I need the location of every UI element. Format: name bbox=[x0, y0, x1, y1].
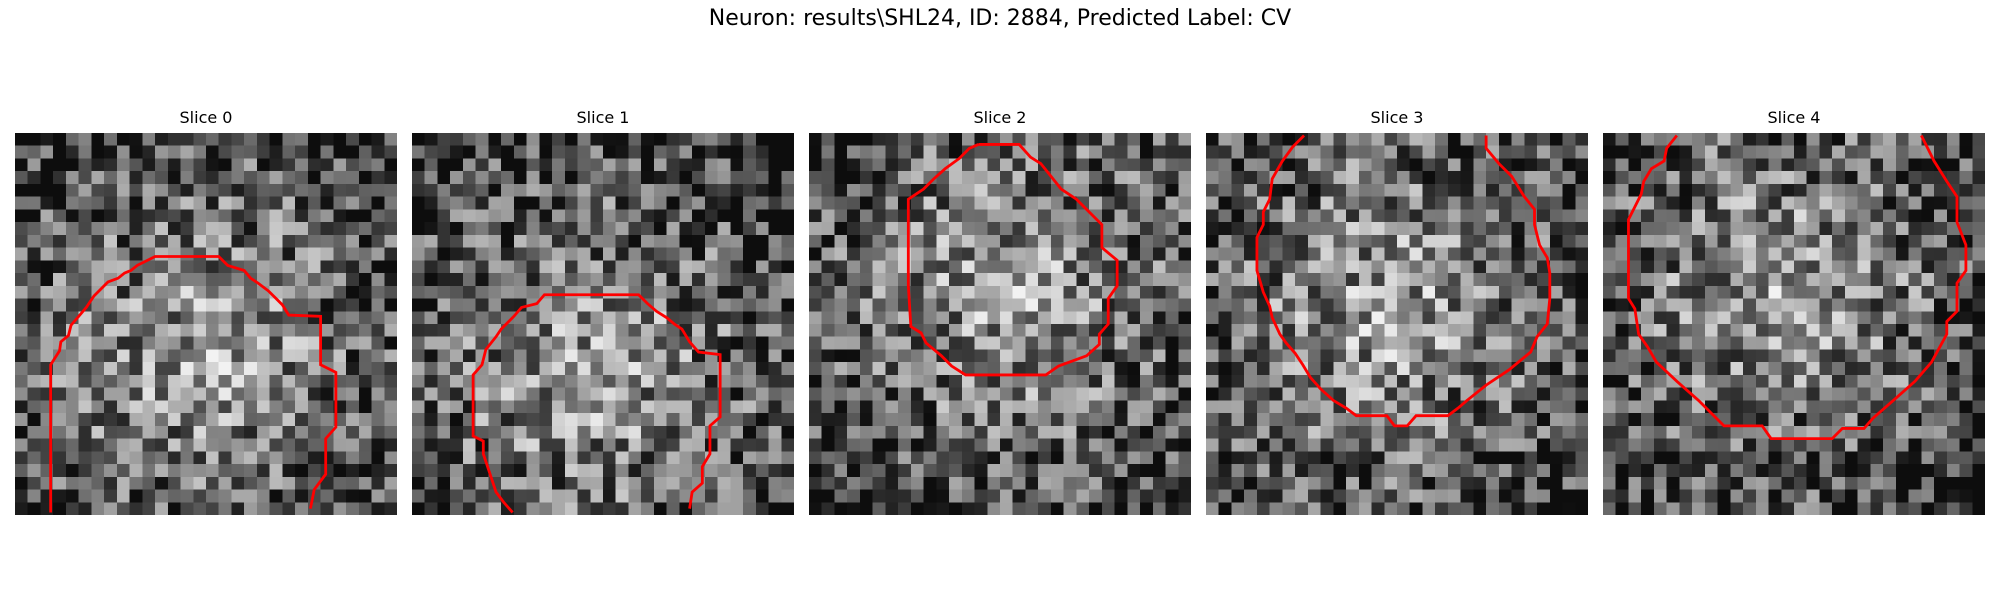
slice-pixels-0 bbox=[15, 133, 397, 515]
slice-title-4: Slice 4 bbox=[1767, 108, 1821, 127]
slice-image-1 bbox=[412, 133, 794, 515]
neuron-contour-0 bbox=[49, 255, 338, 513]
figure-title: Neuron: results\SHL24, ID: 2884, Predict… bbox=[708, 6, 1292, 31]
slice-pixels-3 bbox=[1206, 133, 1588, 515]
slice-image-3 bbox=[1206, 133, 1588, 515]
slice-pixels-2 bbox=[809, 133, 1191, 515]
slice-title-1: Slice 1 bbox=[576, 108, 630, 127]
neuron-contour-2 bbox=[906, 143, 1119, 377]
slice-image-0 bbox=[15, 133, 397, 515]
slice-pixels-4 bbox=[1603, 133, 1985, 515]
slice-title-0: Slice 0 bbox=[179, 108, 233, 127]
slice-title-2: Slice 2 bbox=[973, 108, 1027, 127]
slice-image-4 bbox=[1603, 133, 1985, 515]
slice-image-2 bbox=[809, 133, 1191, 515]
neuron-contour-4 bbox=[1627, 134, 1968, 441]
slice-pixels-1 bbox=[412, 133, 794, 515]
neuron-contour-3 bbox=[1255, 134, 1552, 428]
slice-title-3: Slice 3 bbox=[1370, 108, 1424, 127]
neuron-contour-1 bbox=[471, 293, 722, 514]
